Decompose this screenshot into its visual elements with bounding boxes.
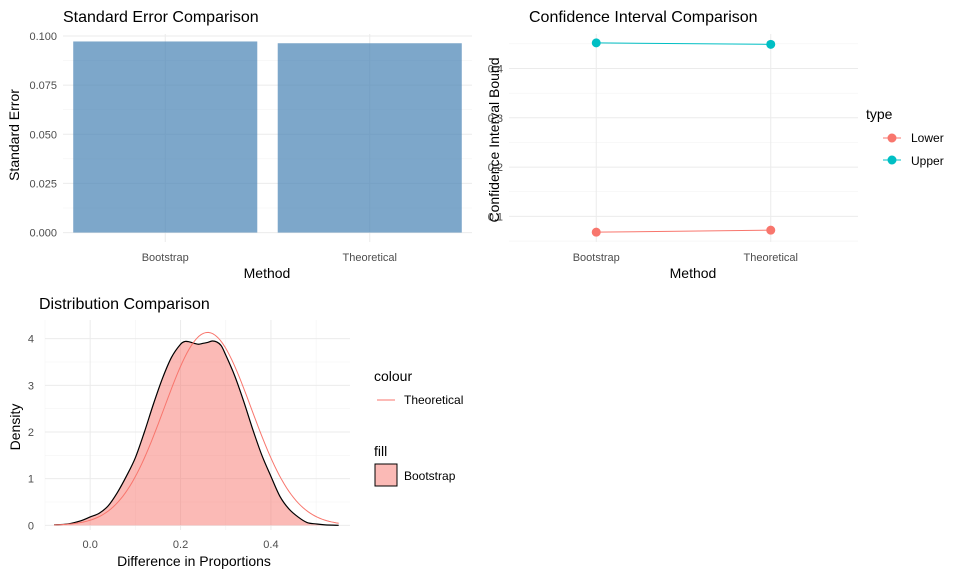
se-y-tick-label: 0.100 xyxy=(29,31,57,43)
dist-legend: colour Theoretical fill Bootstrap xyxy=(374,368,463,487)
se-panel: Standard Error Comparison 0.000 0.025 0.05… xyxy=(6,9,472,281)
se-y-ticks: 0.000 0.025 0.050 0.075 0.100 xyxy=(29,31,57,240)
se-x-axis-title: Method xyxy=(244,265,291,281)
ci-legend-item-lower: Lower xyxy=(883,131,944,145)
dist-x-tick-label: 0.0 xyxy=(83,539,98,551)
se-x-tick-label: Theoretical xyxy=(343,252,397,264)
ci-y-tick-label: 0.2 xyxy=(488,162,503,174)
ci-y-tick-label: 0.3 xyxy=(488,113,503,125)
dist-x-tick-label: 0.2 xyxy=(173,539,188,551)
dist-area xyxy=(53,331,339,526)
dist-bootstrap-outline xyxy=(53,340,339,526)
se-bars xyxy=(73,41,462,233)
dist-y-ticks: 0 1 2 3 4 xyxy=(28,334,34,533)
ci-legend-title: type xyxy=(866,106,893,122)
se-y-tick-label: 0.050 xyxy=(29,129,57,141)
ci-point-lower-theoretical xyxy=(766,225,776,235)
ci-y-ticks: 0.1 0.2 0.3 0.4 xyxy=(488,64,503,224)
dist-x-tick-label: 0.4 xyxy=(263,539,278,551)
dist-y-tick-label: 3 xyxy=(28,380,34,392)
ci-legend-lower-label: Lower xyxy=(911,131,944,145)
se-y-tick-label: 0.025 xyxy=(29,178,57,190)
dist-y-axis-title: Density xyxy=(7,404,23,451)
ci-y-axis-title: Confidence Interval Bound xyxy=(486,58,502,223)
dist-legend-bootstrap-swatch xyxy=(374,463,398,487)
ci-point-upper-theoretical xyxy=(766,39,776,49)
ci-y-tick-label: 0.4 xyxy=(488,64,503,76)
se-bar-theoretical xyxy=(277,43,462,233)
ci-panel: Confidence Interval Comparison 0.1 0.2 0.3… xyxy=(486,9,944,281)
dist-legend-item-bootstrap: Bootstrap xyxy=(374,463,456,487)
ci-point-upper-bootstrap xyxy=(591,38,601,48)
ci-x-tick-label: Theoretical xyxy=(744,252,798,264)
ci-x-ticks: Bootstrap Theoretical xyxy=(573,252,798,264)
dist-y-tick-label: 1 xyxy=(28,474,34,486)
se-x-tick-label: Bootstrap xyxy=(142,252,189,264)
ci-line-lower xyxy=(596,229,771,233)
dist-legend-bootstrap-label: Bootstrap xyxy=(404,469,456,483)
dist-x-ticks: 0.0 0.2 0.4 xyxy=(83,539,279,551)
ci-legend-lower-dot xyxy=(887,133,897,143)
se-title: Standard Error Comparison xyxy=(63,9,259,26)
se-x-ticks: Bootstrap Theoretical xyxy=(142,252,397,264)
dist-y-tick-label: 4 xyxy=(28,334,34,346)
dist-legend-item-theoretical: Theoretical xyxy=(377,393,463,407)
ci-points xyxy=(591,38,776,237)
ci-line-upper xyxy=(596,42,771,45)
ci-grid xyxy=(509,34,858,242)
ci-legend-upper-dot xyxy=(887,155,897,165)
se-y-tick-label: 0.075 xyxy=(29,80,57,92)
dist-legend-theoretical-label: Theoretical xyxy=(404,393,463,407)
ci-legend-item-upper: Upper xyxy=(883,154,944,168)
ci-x-axis-title: Method xyxy=(670,265,717,281)
dist-theoretical-curve xyxy=(54,331,339,526)
dist-x-axis-title: Difference in Proportions xyxy=(117,553,271,569)
dist-bootstrap-area xyxy=(54,340,339,526)
ci-title: Confidence Interval Comparison xyxy=(529,9,758,26)
se-y-tick-label: 0.000 xyxy=(29,228,57,240)
ci-legend-upper-label: Upper xyxy=(911,154,944,168)
se-y-axis-title: Standard Error xyxy=(6,89,22,181)
ci-x-tick-label: Bootstrap xyxy=(573,252,620,264)
se-bar-bootstrap xyxy=(73,41,258,233)
ci-lines xyxy=(596,42,771,233)
dist-title: Distribution Comparison xyxy=(39,296,210,313)
dist-y-tick-label: 0 xyxy=(28,520,34,532)
dist-legend-colour-title: colour xyxy=(374,368,412,384)
dist-y-tick-label: 2 xyxy=(28,427,34,439)
ci-point-lower-bootstrap xyxy=(591,227,601,237)
ci-legend: type Lower Upper xyxy=(866,106,944,168)
dist-legend-fill-title: fill xyxy=(374,443,387,459)
ci-y-tick-label: 0.1 xyxy=(488,211,503,223)
